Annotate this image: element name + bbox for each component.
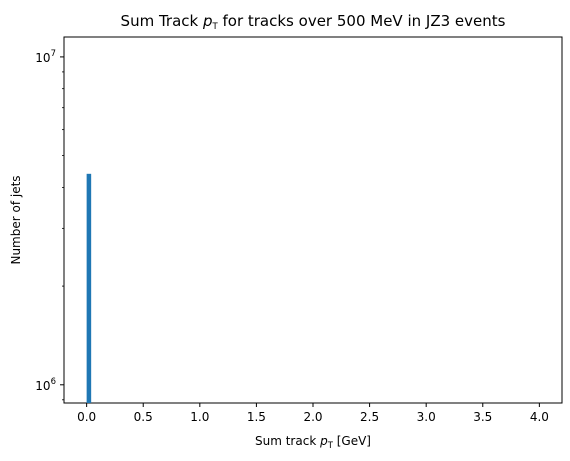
histogram-bar-0	[86, 173, 92, 403]
x-axis-label-prefix: Sum track	[255, 434, 320, 448]
x-tick-label: 3.5	[473, 410, 492, 424]
x-axis-ticks: 0.0 0.5 1.0 1.5 2.0 2.5 3.0 3.5 4.0	[77, 403, 549, 424]
x-axis-label-symbol: p	[319, 434, 328, 448]
x-tick-label: 4.0	[530, 410, 549, 424]
x-tick-label: 3.0	[417, 410, 436, 424]
x-tick-label: 1.5	[247, 410, 266, 424]
x-tick-label: 0.0	[77, 410, 96, 424]
chart-title-symbol: p	[202, 12, 213, 30]
y-tick-label: 107	[35, 49, 56, 65]
y-axis-ticks: 106 107	[35, 49, 64, 401]
y-tick-label: 106	[35, 377, 56, 393]
x-tick-label: 1.0	[190, 410, 209, 424]
chart-title-prefix: Sum Track	[121, 12, 203, 30]
x-axis-label-subscript: T	[327, 441, 334, 451]
bar-group	[86, 173, 92, 403]
x-tick-label: 2.0	[303, 410, 322, 424]
chart-title-subscript: T	[212, 22, 219, 32]
plot-area: 0.0 0.5 1.0 1.5 2.0 2.5 3.0 3.5 4.0 106 107	[35, 36, 563, 424]
x-axis-label: Sum track pT [GeV]	[255, 434, 371, 451]
y-axis-label: Number of jets	[9, 175, 23, 264]
chart-title: Sum Track pT for tracks over 500 MeV in …	[121, 12, 506, 32]
x-tick-label: 2.5	[360, 410, 379, 424]
plot-frame	[63, 36, 563, 404]
chart-title-suffix: for tracks over 500 MeV in JZ3 events	[218, 12, 506, 30]
x-tick-label: 0.5	[134, 410, 153, 424]
x-axis-label-suffix: [GeV]	[333, 434, 371, 448]
